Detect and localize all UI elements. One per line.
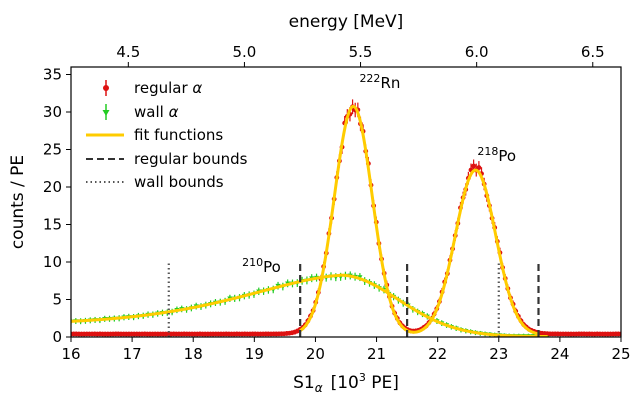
x-tick-label: 22 [428,345,447,363]
annotation-po218-text: Po [498,147,516,165]
regular-point [476,165,482,170]
legend-label-fit: fit functions [134,126,223,144]
legend-label-wall-alpha: α [169,103,179,121]
y-tick-label: 10 [43,253,62,271]
x-tick-label: 21 [367,345,386,363]
y-axis-label: counts / PE [8,155,28,249]
legend-entry-wall: wall α [102,103,179,121]
legend-entry-fit: fit functions [86,126,223,144]
top-tick-label: 5.0 [233,43,257,61]
y-tick-label: 15 [43,216,62,234]
x-axis-label-unit-sup: 3 [359,371,366,384]
legend-label-wall: wall [134,103,164,121]
x-tick-label: 19 [245,345,264,363]
top-tick-label: 5.5 [349,43,373,61]
x-tick-label: 20 [306,345,325,363]
top-tick-label: 4.5 [116,43,140,61]
x-tick-label: 17 [123,345,142,363]
regular-fit-curve [299,104,539,336]
x-tick-label: 23 [489,345,508,363]
x-tick-label: 16 [61,345,80,363]
annotation-po218-sup: 218 [477,145,498,158]
y-tick-label: 30 [43,103,62,121]
wall-fit-curve [71,273,548,337]
legend-label-regular: regular [134,79,188,97]
legend-label-regular-bounds: regular bounds [134,150,248,168]
top-tick-label: 6.0 [465,43,489,61]
annotation-rn222-sup: 222 [359,72,380,85]
annotation-rn222: 222Rn [359,72,400,92]
y-tick-label: 0 [52,328,62,346]
x-tick-label: 18 [184,345,203,363]
legend-label-wall-bounds: wall bounds [134,173,224,191]
annotation-rn222-text: Rn [380,74,400,92]
y-tick-label: 20 [43,178,62,196]
regular-point [471,163,477,169]
x-tick-label: 24 [550,345,569,363]
x-axis-label-sub: α [315,381,323,395]
plot-layer [71,99,621,337]
annotation-po210-text: Po [263,258,281,276]
annotation-layer: 222Rn 218Po 210Po [242,72,516,276]
legend-marker-wall [102,110,110,116]
y-tick-label: 35 [43,66,62,84]
annotation-po218: 218Po [477,145,516,165]
x-axis-label-main: S1 [293,373,315,393]
top-axis-label: energy [MeV] [289,12,404,32]
tick-layer: 16 17 18 19 20 21 22 23 24 25 0 5 10 15 20 25 30 35 4.5 5.0… [43,43,631,363]
legend-entry-regular-bounds: regular bounds [86,150,248,168]
x-axis-label-unit-pre: [10 [331,373,359,393]
legend-entry-regular: regular α [103,79,202,97]
x-axis-label: S1α [103 PE] [293,371,399,395]
plot-frame [70,66,622,338]
svg-text:regular α: regular α [134,79,202,97]
x-axis-label-unit-post: PE] [366,373,399,393]
x-tick-label: 25 [611,345,630,363]
top-tick-label: 6.5 [581,43,605,61]
legend-marker-regular [103,85,109,91]
legend: regular α wall α fit functions regular b… [86,79,248,191]
legend-entry-wall-bounds: wall bounds [86,173,224,191]
annotation-po210-sup: 210 [242,256,263,269]
annotation-po210: 210Po [242,256,281,276]
y-tick-label: 5 [52,291,62,309]
svg-text:wall α: wall α [134,103,179,121]
legend-label-regular-alpha: α [192,79,202,97]
y-tick-label: 25 [43,141,62,159]
